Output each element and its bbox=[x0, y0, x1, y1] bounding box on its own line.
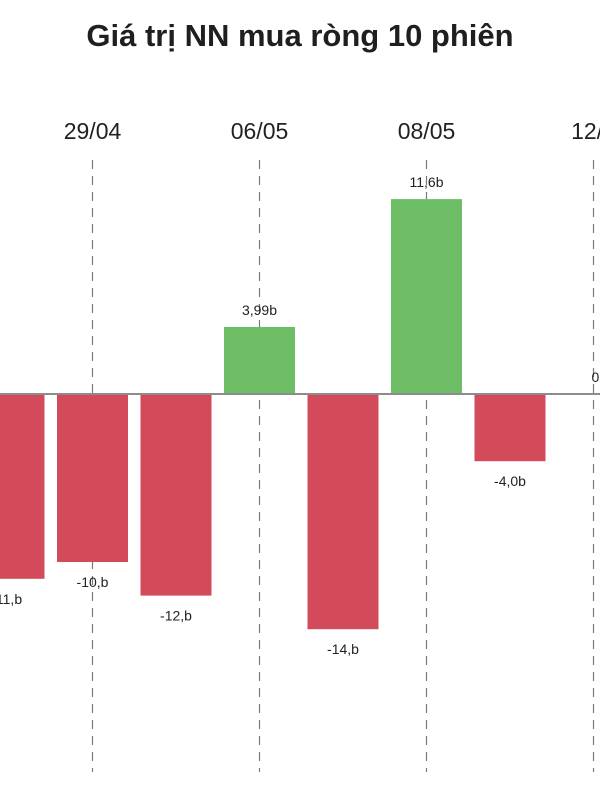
data-labels: 11,b -10,b -12,b 3,99b -14,b 11,6b -4,0b 0 bbox=[0, 174, 600, 657]
data-label: 11,b bbox=[0, 591, 22, 607]
x-tick-label: 06/05 bbox=[231, 118, 289, 144]
bar bbox=[0, 394, 45, 579]
data-label: 3,99b bbox=[242, 302, 277, 318]
bars bbox=[0, 199, 546, 630]
data-label: -4,0b bbox=[494, 473, 526, 489]
bar bbox=[307, 394, 379, 630]
x-tick-labels: 29/04 06/05 08/05 12/0 bbox=[64, 118, 600, 144]
bar bbox=[140, 394, 212, 596]
x-tick-label: 12/0 bbox=[571, 118, 600, 144]
x-tick-label: 29/04 bbox=[64, 118, 122, 144]
bar bbox=[224, 326, 295, 394]
data-label: -12,b bbox=[160, 608, 192, 624]
chart-title: Giá trị NN mua ròng 10 phiên bbox=[86, 18, 514, 53]
bar bbox=[57, 394, 128, 562]
bar bbox=[391, 199, 462, 394]
data-label: -14,b bbox=[327, 641, 359, 657]
data-label: 11,6b bbox=[410, 174, 444, 190]
data-label: 0 bbox=[592, 369, 600, 385]
bar bbox=[474, 394, 546, 462]
data-label: -10,b bbox=[77, 574, 109, 590]
x-tick-label: 08/05 bbox=[398, 118, 456, 144]
